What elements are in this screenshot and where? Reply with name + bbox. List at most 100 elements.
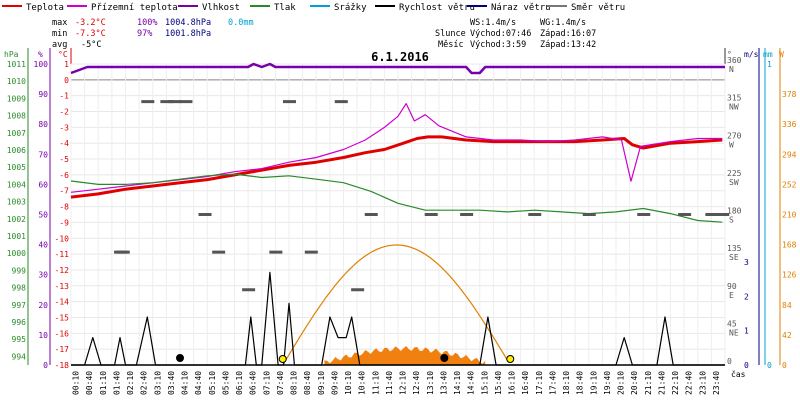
tick-hpa: 1004 — [7, 180, 26, 189]
tick-dir-cardinal: W — [729, 140, 734, 149]
tick-hum: 20 — [38, 301, 48, 310]
tick-hum: 60 — [38, 180, 48, 189]
tick-time: 19:40 — [603, 371, 612, 395]
wind-direction-mark — [304, 250, 318, 254]
wind-direction-mark — [460, 213, 474, 216]
tick-time: 02:40 — [140, 371, 149, 395]
tick-hpa: 1002 — [7, 215, 26, 224]
tick-time: 20:10 — [617, 371, 626, 395]
wind-direction-mark — [582, 213, 596, 216]
moon-marker — [176, 354, 184, 362]
tick-time: 23:10 — [698, 371, 707, 395]
tick-time: 07:10 — [262, 371, 271, 395]
tick-temp: -11 — [55, 250, 70, 259]
tick-time: 20:40 — [630, 371, 639, 395]
tick-dir: 225 — [727, 169, 742, 178]
tick-ms: 2 — [744, 292, 749, 301]
legend-prizemni-teplota: Přízemní teplota — [91, 3, 178, 13]
tick-time: 19:10 — [589, 371, 598, 395]
tick-time: 22:40 — [685, 371, 694, 395]
tick-dir: 315 — [727, 94, 742, 103]
tick-hpa: 1010 — [7, 77, 26, 86]
tick-time: 04:40 — [194, 371, 203, 395]
tick-hpa: 994 — [12, 352, 27, 361]
legend-vlhkost: Vlhkost — [202, 3, 240, 13]
wind-direction-mark — [242, 288, 256, 292]
tick-time: 01:40 — [112, 371, 121, 395]
tick-ms: 0 — [744, 361, 749, 370]
tick-temp: -5 — [59, 155, 69, 164]
wind-direction-mark — [160, 100, 174, 104]
tick-w: 126 — [782, 271, 797, 280]
wind-direction-mark — [351, 288, 365, 292]
stat-max-rain: 0.0mm — [228, 18, 254, 28]
tick-dir: 360 — [727, 56, 742, 65]
tick-time: 05:40 — [221, 371, 230, 395]
tick-w: 336 — [782, 120, 797, 129]
tick-time: 10:40 — [358, 371, 367, 395]
stats-block: max -3.2°C 100% 1004.8hPa 0.0mm min -7.3… — [52, 18, 254, 50]
tick-time: 13:10 — [426, 371, 435, 395]
wind-direction-mark — [269, 250, 283, 254]
tick-hum: 80 — [38, 120, 48, 129]
tick-hum: 40 — [38, 241, 48, 250]
sun-set: Západ:16:07 — [540, 29, 596, 39]
tick-time: 11:40 — [385, 371, 394, 395]
tick-time: 21:40 — [657, 371, 666, 395]
sun-rise: Východ:07:46 — [470, 29, 531, 39]
tick-hum: 0 — [43, 361, 48, 370]
tick-ms: 1 — [744, 327, 749, 336]
tick-time: 01:10 — [99, 371, 108, 395]
stat-min-label: min — [52, 29, 67, 39]
series-rychlost-v-tru — [71, 271, 725, 366]
tick-w: 252 — [782, 180, 797, 189]
tick-temp: -7 — [59, 187, 69, 196]
moon-set: Západ:13:42 — [540, 40, 596, 50]
series-tlak — [70, 173, 723, 223]
tick-hpa: 1005 — [7, 163, 26, 172]
tick-dir-cardinal: S — [729, 216, 734, 225]
tick-mm: 0 — [767, 361, 772, 370]
tick-dir-cardinal: E — [729, 291, 734, 300]
moon-marker — [440, 354, 449, 362]
legend-teplota: Teplota — [26, 3, 64, 13]
tick-time: 16:40 — [521, 371, 530, 395]
wind-direction-mark — [179, 100, 193, 104]
wind-direction-mark — [141, 100, 155, 104]
tick-time: 21:10 — [644, 371, 653, 395]
unit-ms: m/s — [744, 50, 759, 59]
tick-temp: -9 — [59, 218, 69, 227]
legend-srazky: Srážky — [334, 3, 367, 13]
series-p-zemn-teplota — [70, 103, 723, 193]
wind-ws: WS:1.4m/s — [470, 18, 516, 28]
tick-time: 18:10 — [562, 371, 571, 395]
wind-direction-mark — [716, 213, 730, 216]
tick-hum: 90 — [38, 90, 48, 99]
tick-hpa: 1000 — [7, 249, 26, 258]
tick-temp: -12 — [55, 266, 70, 275]
tick-hpa: 1008 — [7, 112, 26, 121]
tick-hpa: 1001 — [7, 232, 26, 241]
wind-direction-mark — [705, 213, 719, 216]
tick-hpa: 1003 — [7, 198, 26, 207]
sun-marker — [506, 355, 515, 363]
sun-marker — [278, 355, 287, 363]
wind-direction-mark — [364, 213, 378, 216]
tick-dir: 90 — [727, 282, 737, 291]
stat-min-temp: -7.3°C — [75, 29, 106, 39]
tick-time: 13:40 — [439, 371, 448, 395]
stat-max-press: 1004.8hPa — [165, 18, 211, 28]
unit-hpa: hPa — [4, 50, 19, 59]
tick-time: 14:40 — [467, 371, 476, 395]
tick-hum: 70 — [38, 150, 48, 159]
tick-hpa: 1011 — [7, 60, 26, 69]
wind-direction-mark — [198, 213, 212, 216]
legend-smer-vetru: Směr větru — [571, 3, 625, 13]
stat-max-temp: -3.2°C — [75, 18, 106, 28]
tick-dir: 135 — [727, 244, 742, 253]
tick-w: 0 — [782, 361, 787, 370]
tick-time: 14:10 — [453, 371, 462, 395]
tick-temp: -6 — [59, 171, 69, 180]
wind-direction-mark — [424, 213, 438, 216]
tick-time: 16:10 — [508, 371, 517, 395]
